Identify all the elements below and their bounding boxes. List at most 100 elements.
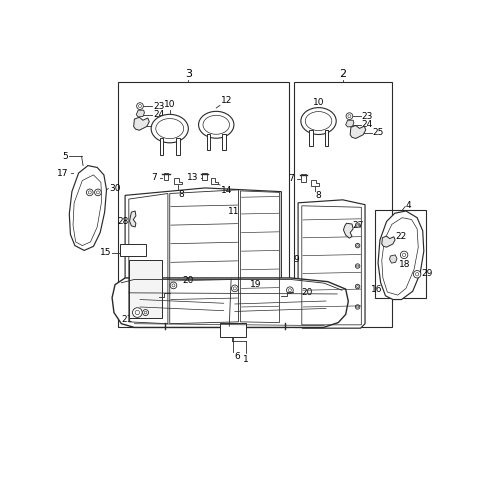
Text: 17: 17	[57, 169, 68, 177]
Text: 16: 16	[372, 285, 383, 294]
Text: 22: 22	[396, 232, 407, 241]
Text: 19: 19	[250, 280, 261, 289]
Polygon shape	[312, 180, 319, 186]
Text: 11: 11	[228, 207, 240, 216]
Text: 10: 10	[313, 98, 324, 107]
Ellipse shape	[151, 114, 188, 143]
Text: 15: 15	[100, 248, 111, 257]
Text: 4: 4	[406, 201, 411, 210]
Circle shape	[355, 284, 360, 289]
Polygon shape	[211, 178, 218, 184]
Circle shape	[413, 270, 421, 278]
Bar	[129, 261, 162, 318]
Polygon shape	[350, 125, 366, 139]
Polygon shape	[130, 211, 136, 227]
Text: 8: 8	[178, 190, 184, 199]
Circle shape	[355, 244, 360, 248]
Circle shape	[348, 115, 351, 118]
Polygon shape	[298, 200, 365, 328]
Bar	[202, 173, 206, 180]
Circle shape	[357, 224, 359, 226]
Circle shape	[357, 245, 359, 246]
Text: 21: 21	[121, 315, 133, 324]
Polygon shape	[136, 110, 144, 117]
Text: 9: 9	[293, 255, 299, 264]
Circle shape	[96, 191, 99, 194]
Polygon shape	[346, 120, 354, 127]
Circle shape	[355, 264, 360, 269]
Bar	[375, 210, 426, 297]
Text: 23: 23	[361, 112, 372, 121]
Ellipse shape	[199, 111, 234, 138]
Text: 18: 18	[399, 260, 411, 269]
Text: 24: 24	[361, 120, 372, 129]
Polygon shape	[390, 255, 397, 263]
Bar	[324, 130, 328, 147]
Circle shape	[172, 284, 175, 287]
Ellipse shape	[301, 108, 336, 134]
Ellipse shape	[156, 119, 184, 139]
Circle shape	[400, 251, 408, 259]
Circle shape	[355, 223, 360, 227]
Text: 13: 13	[187, 173, 198, 182]
Circle shape	[86, 189, 93, 196]
Text: 29: 29	[421, 269, 433, 278]
Circle shape	[288, 289, 291, 292]
Ellipse shape	[203, 115, 229, 134]
Text: 14: 14	[221, 186, 232, 195]
Polygon shape	[378, 211, 424, 299]
Text: 10: 10	[164, 100, 176, 109]
Circle shape	[135, 310, 140, 315]
Text: 23: 23	[153, 101, 164, 111]
Bar	[309, 130, 312, 147]
Text: 6: 6	[234, 352, 240, 361]
Text: 27: 27	[353, 221, 364, 230]
Text: 2: 2	[339, 70, 346, 79]
Circle shape	[144, 311, 147, 314]
Text: 1: 1	[243, 355, 249, 365]
Circle shape	[138, 104, 142, 108]
Circle shape	[170, 282, 177, 289]
Bar	[294, 82, 392, 327]
Polygon shape	[125, 188, 281, 327]
Ellipse shape	[305, 112, 332, 130]
Circle shape	[346, 113, 353, 120]
Text: 28: 28	[118, 217, 129, 226]
Bar	[164, 173, 168, 180]
Circle shape	[233, 287, 236, 290]
Circle shape	[357, 306, 359, 308]
Text: 20: 20	[183, 276, 194, 285]
Circle shape	[287, 287, 293, 294]
Circle shape	[143, 310, 148, 316]
Text: 20: 20	[302, 288, 313, 297]
Circle shape	[95, 189, 101, 196]
Bar	[222, 134, 226, 150]
Text: 24: 24	[153, 110, 164, 119]
Text: 25: 25	[372, 128, 384, 137]
Circle shape	[137, 103, 144, 109]
Bar	[176, 139, 180, 155]
Text: 26: 26	[156, 122, 168, 131]
Text: 3: 3	[185, 70, 192, 79]
Bar	[301, 174, 306, 182]
Text: 7: 7	[288, 174, 294, 183]
Text: 8: 8	[315, 191, 321, 200]
Bar	[118, 82, 289, 327]
Polygon shape	[133, 117, 149, 130]
Circle shape	[357, 286, 359, 288]
Polygon shape	[382, 236, 395, 247]
Circle shape	[231, 285, 238, 292]
Circle shape	[357, 265, 359, 267]
Text: 30: 30	[109, 184, 120, 193]
Bar	[220, 323, 246, 338]
Polygon shape	[112, 278, 348, 327]
Polygon shape	[69, 166, 107, 250]
Polygon shape	[174, 178, 181, 184]
Polygon shape	[344, 223, 353, 238]
Bar	[160, 139, 163, 155]
Text: 12: 12	[221, 97, 232, 105]
Bar	[207, 134, 210, 150]
Circle shape	[402, 253, 406, 257]
Text: 7: 7	[151, 173, 156, 182]
Circle shape	[355, 305, 360, 309]
